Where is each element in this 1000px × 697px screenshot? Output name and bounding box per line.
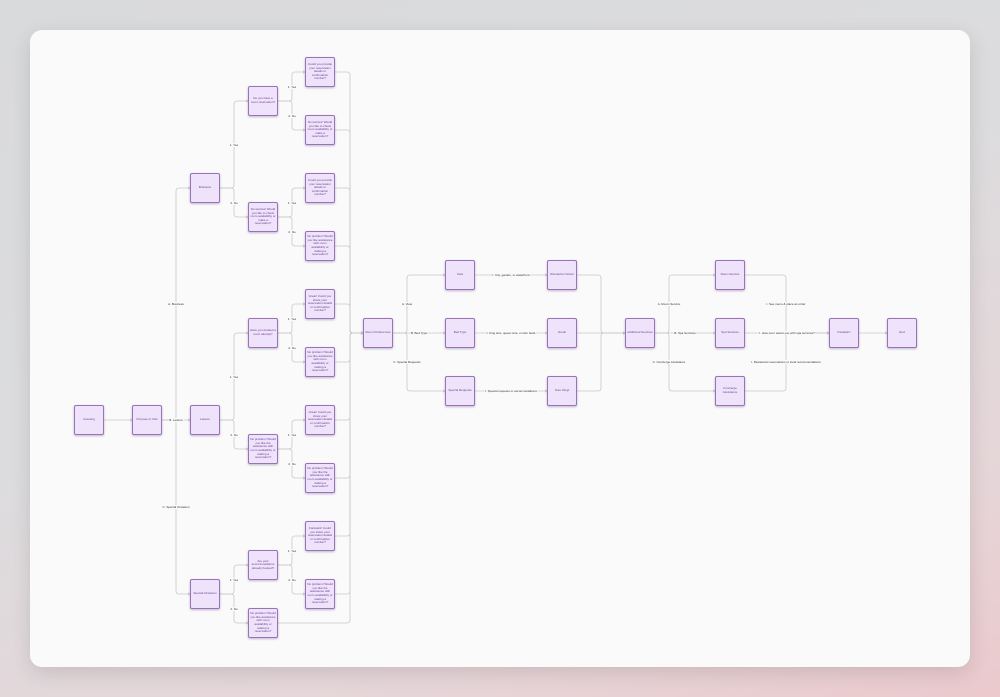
edge-label: 1. Yes [287,432,297,437]
edge-label: B. Leisure [168,418,184,422]
node-c6[interactable]: No problem! Would you like assistance wi… [305,347,335,377]
edge-label: I. See menu & place an order [765,302,807,306]
node-sure[interactable]: Sure thing! [547,376,577,406]
edge-label: I. Special requests or accommodations [484,389,538,393]
edge-label: 1. Yes [287,316,297,321]
edge-label: I. King size, queen size, or twin beds [486,331,536,335]
node-c1[interactable]: Could you provide your reservation detai… [305,57,335,87]
node-s_q[interactable]: Are your accommodations already booked? [248,550,278,580]
node-l_no[interactable]: No problem! Would you like the assistanc… [248,434,278,464]
node-fantastic[interactable]: Fantastic! [829,318,859,348]
edge-label: 2. No [287,229,297,234]
edge-label: C. Special Occasion [161,505,191,509]
edge-c3-roompref [335,187,363,334]
edge-c4-roompref [335,245,363,334]
node-sreq[interactable]: Special Requests [445,376,475,406]
node-c8[interactable]: No problem! Would you like the assistanc… [305,463,335,493]
edge-label: B. Bed Type [410,331,428,335]
node-s_no[interactable]: No problem! Would you like assistance wi… [248,608,278,638]
edge-label: C. Concierge Assistance [652,360,686,364]
edge-label: 1. Yes [287,548,297,553]
edge-c6-roompref [335,332,363,363]
node-spa[interactable]: Spa Services [715,318,745,348]
edge-label: A. View [401,302,413,306]
edge-c2-roompref [335,129,363,334]
edge-label: 2. No [229,606,239,611]
node-end[interactable]: End [887,318,917,348]
node-wonderful[interactable]: Wonderful choice! [547,260,577,290]
edge-label: I. Restaurant reservations or local reco… [750,360,822,364]
edge-s_no-roompref [278,332,363,624]
node-purpose[interactable]: Purpose of Visit [132,405,162,435]
node-special[interactable]: Special Occasion [190,579,220,609]
node-great[interactable]: Great! [547,318,577,348]
node-c9[interactable]: Fantastic! Could you share your reservat… [305,521,335,551]
node-roompref[interactable]: Room Preferences [363,318,393,348]
diagram-canvas [30,30,970,667]
edge-label: A. Room Service [657,302,681,306]
edge-label: 1. Yes [229,577,239,582]
edge-label: 2. No [287,577,297,582]
node-concierge[interactable]: Concierge Assistance [715,376,745,406]
edge-wonderful-addl [577,274,625,334]
node-c7[interactable]: Great! Could you share your reservation … [305,405,335,435]
node-b_q[interactable]: Do you have a room reservation? [248,86,278,116]
node-c5[interactable]: Great! Could you share your reservation … [305,289,335,319]
node-c10[interactable]: No problem! Would you like the assistanc… [305,579,335,609]
edge-c9-roompref [335,332,363,537]
edge-label: 2. No [229,200,239,205]
node-l_q[interactable]: Have you booked a room already? [248,318,278,348]
edge-label: A. Business [167,302,185,306]
edge-label: 1. Yes [287,84,297,89]
edge-label: C. Special Requests [392,360,422,364]
node-c2[interactable]: No worries! Would you like to check room… [305,115,335,145]
edge-c5-roompref [335,303,363,334]
edge-label: 1. Yes [287,200,297,205]
edge-label: I. How can I assist you with spa service… [758,331,816,335]
node-b_no[interactable]: No worries! Would you like to check room… [248,202,278,232]
edge-label: 1. Yes [229,374,239,379]
edge-c10-roompref [335,332,363,595]
edge-label: 1. Yes [229,142,239,147]
node-bed[interactable]: Bed Type [445,318,475,348]
node-leisure[interactable]: Leisure [190,405,220,435]
edge-label: 2. No [287,113,297,118]
edge-label: 2. No [287,345,297,350]
node-addl[interactable]: Additional Services [625,318,655,348]
edge-c1-roompref [335,71,363,334]
node-business[interactable]: Business [190,173,220,203]
edge-sure-addl [577,332,625,392]
node-greeting[interactable]: Greeting [74,405,104,435]
node-c4[interactable]: No problem! Would you like assistance wi… [305,231,335,261]
edge-c7-roompref [335,332,363,421]
node-c3[interactable]: Could you provide your reservation detai… [305,173,335,203]
edge-c8-roompref [335,332,363,479]
node-roomsvc[interactable]: Room Service [715,260,745,290]
node-view[interactable]: View [445,260,475,290]
edge-label: I. City, garden, or waterfront [492,273,530,277]
edge-label: 2. No [287,461,297,466]
edge-label: 2. No [229,432,239,437]
edge-label: B. Spa Services [673,331,697,335]
